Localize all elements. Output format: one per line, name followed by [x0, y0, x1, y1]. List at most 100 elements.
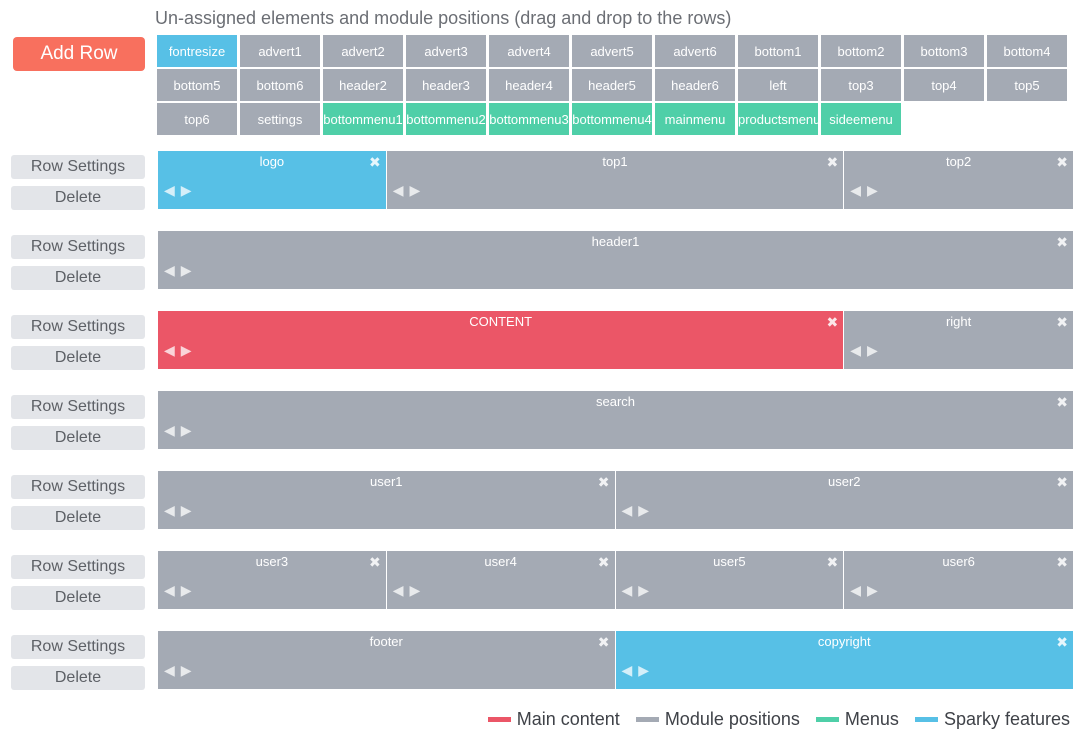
arrow-left-icon[interactable]: ◀: [164, 502, 175, 518]
row-settings-button[interactable]: Row Settings: [11, 395, 145, 419]
palette-chip-bottom5[interactable]: bottom5: [157, 69, 237, 101]
palette-chip-header4[interactable]: header4: [489, 69, 569, 101]
close-icon[interactable]: ✖: [1056, 154, 1068, 170]
palette-chip-top4[interactable]: top4: [904, 69, 984, 101]
arrow-right-icon[interactable]: ▶: [867, 182, 878, 198]
palette-chip-advert1[interactable]: advert1: [240, 35, 320, 67]
palette-chip-sideemenu[interactable]: sideemenu: [821, 103, 901, 135]
palette-chip-bottom4[interactable]: bottom4: [987, 35, 1067, 67]
arrow-left-icon[interactable]: ◀: [164, 582, 175, 598]
row-delete-button[interactable]: Delete: [11, 506, 145, 530]
arrow-left-icon[interactable]: ◀: [621, 502, 633, 518]
arrow-left-icon[interactable]: ◀: [164, 262, 175, 278]
palette-chip-header6[interactable]: header6: [655, 69, 735, 101]
module-block-right[interactable]: right ✖ ◀ ▶: [844, 311, 1073, 369]
close-icon[interactable]: ✖: [1056, 634, 1068, 650]
close-icon[interactable]: ✖: [597, 554, 610, 570]
module-block-copyright[interactable]: copyright ✖ ◀ ▶: [615, 631, 1073, 689]
arrow-left-icon[interactable]: ◀: [164, 422, 175, 438]
module-block-search[interactable]: search ✖ ◀ ▶: [158, 391, 1073, 449]
arrow-left-icon[interactable]: ◀: [164, 182, 175, 198]
arrow-right-icon[interactable]: ▶: [180, 262, 192, 278]
arrow-right-icon[interactable]: ▶: [409, 582, 421, 598]
module-block-user5[interactable]: user5 ✖ ◀ ▶: [615, 551, 845, 609]
arrow-left-icon[interactable]: ◀: [392, 582, 404, 598]
close-icon[interactable]: ✖: [826, 314, 839, 330]
module-block-user3[interactable]: user3 ✖ ◀ ▶: [158, 551, 387, 609]
row-delete-button[interactable]: Delete: [11, 266, 145, 290]
arrow-right-icon[interactable]: ▶: [180, 182, 192, 198]
palette-chip-header2[interactable]: header2: [323, 69, 403, 101]
palette-chip-mainmenu[interactable]: mainmenu: [655, 103, 735, 135]
module-block-user6[interactable]: user6 ✖ ◀ ▶: [844, 551, 1073, 609]
arrow-right-icon[interactable]: ▶: [180, 422, 192, 438]
palette-chip-advert5[interactable]: advert5: [572, 35, 652, 67]
close-icon[interactable]: ✖: [826, 154, 839, 170]
palette-chip-advert4[interactable]: advert4: [489, 35, 569, 67]
palette-chip-top3[interactable]: top3: [821, 69, 901, 101]
arrow-right-icon[interactable]: ▶: [180, 342, 192, 358]
module-block-footer[interactable]: footer ✖ ◀ ▶: [158, 631, 616, 689]
close-icon[interactable]: ✖: [1056, 554, 1068, 570]
row-settings-button[interactable]: Row Settings: [11, 475, 145, 499]
arrow-right-icon[interactable]: ▶: [638, 662, 650, 678]
close-icon[interactable]: ✖: [1056, 394, 1068, 410]
palette-chip-bottom6[interactable]: bottom6: [240, 69, 320, 101]
module-block-user2[interactable]: user2 ✖ ◀ ▶: [615, 471, 1073, 529]
row-delete-button[interactable]: Delete: [11, 346, 145, 370]
add-row-button[interactable]: Add Row: [13, 37, 145, 71]
arrow-left-icon[interactable]: ◀: [850, 182, 862, 198]
palette-chip-header5[interactable]: header5: [572, 69, 652, 101]
palette-chip-advert2[interactable]: advert2: [323, 35, 403, 67]
row-delete-button[interactable]: Delete: [11, 426, 145, 450]
close-icon[interactable]: ✖: [369, 154, 381, 170]
arrow-right-icon[interactable]: ▶: [180, 502, 192, 518]
arrow-left-icon[interactable]: ◀: [392, 182, 404, 198]
palette-chip-bottom2[interactable]: bottom2: [821, 35, 901, 67]
arrow-right-icon[interactable]: ▶: [867, 342, 878, 358]
palette-chip-top6[interactable]: top6: [157, 103, 237, 135]
palette-chip-bottom1[interactable]: bottom1: [738, 35, 818, 67]
palette-chip-settings[interactable]: settings: [240, 103, 320, 135]
module-block-top2[interactable]: top2 ✖ ◀ ▶: [844, 151, 1073, 209]
palette-chip-header3[interactable]: header3: [406, 69, 486, 101]
row-delete-button[interactable]: Delete: [11, 666, 145, 690]
close-icon[interactable]: ✖: [597, 474, 610, 490]
palette-chip-productsmenu[interactable]: productsmenu: [738, 103, 818, 135]
module-block-user4[interactable]: user4 ✖ ◀ ▶: [386, 551, 616, 609]
palette-chip-top5[interactable]: top5: [987, 69, 1067, 101]
close-icon[interactable]: ✖: [1056, 234, 1068, 250]
arrow-left-icon[interactable]: ◀: [850, 342, 862, 358]
arrow-right-icon[interactable]: ▶: [180, 662, 192, 678]
arrow-left-icon[interactable]: ◀: [164, 662, 175, 678]
close-icon[interactable]: ✖: [597, 634, 610, 650]
arrow-left-icon[interactable]: ◀: [621, 582, 633, 598]
close-icon[interactable]: ✖: [369, 554, 381, 570]
arrow-right-icon[interactable]: ▶: [638, 502, 650, 518]
arrow-left-icon[interactable]: ◀: [621, 662, 633, 678]
row-delete-button[interactable]: Delete: [11, 186, 145, 210]
module-block-user1[interactable]: user1 ✖ ◀ ▶: [158, 471, 616, 529]
palette-chip-left[interactable]: left: [738, 69, 818, 101]
row-settings-button[interactable]: Row Settings: [11, 315, 145, 339]
arrow-right-icon[interactable]: ▶: [867, 582, 878, 598]
arrow-left-icon[interactable]: ◀: [164, 342, 175, 358]
row-settings-button[interactable]: Row Settings: [11, 235, 145, 259]
close-icon[interactable]: ✖: [1056, 314, 1068, 330]
close-icon[interactable]: ✖: [1056, 474, 1068, 490]
arrow-right-icon[interactable]: ▶: [638, 582, 650, 598]
palette-chip-fontresize[interactable]: fontresize: [157, 35, 237, 67]
palette-chip-bottommenu3[interactable]: bottommenu3: [489, 103, 569, 135]
row-settings-button[interactable]: Row Settings: [11, 635, 145, 659]
palette-chip-bottommenu2[interactable]: bottommenu2: [406, 103, 486, 135]
module-block-header1[interactable]: header1 ✖ ◀ ▶: [158, 231, 1073, 289]
row-settings-button[interactable]: Row Settings: [11, 555, 145, 579]
palette-chip-bottommenu4[interactable]: bottommenu4: [572, 103, 652, 135]
palette-chip-bottommenu1[interactable]: bottommenu1: [323, 103, 403, 135]
arrow-right-icon[interactable]: ▶: [180, 582, 192, 598]
module-block-logo[interactable]: logo ✖ ◀ ▶: [158, 151, 387, 209]
module-block-content[interactable]: CONTENT ✖ ◀ ▶: [158, 311, 845, 369]
row-settings-button[interactable]: Row Settings: [11, 155, 145, 179]
module-block-top1[interactable]: top1 ✖ ◀ ▶: [386, 151, 845, 209]
arrow-right-icon[interactable]: ▶: [409, 182, 421, 198]
